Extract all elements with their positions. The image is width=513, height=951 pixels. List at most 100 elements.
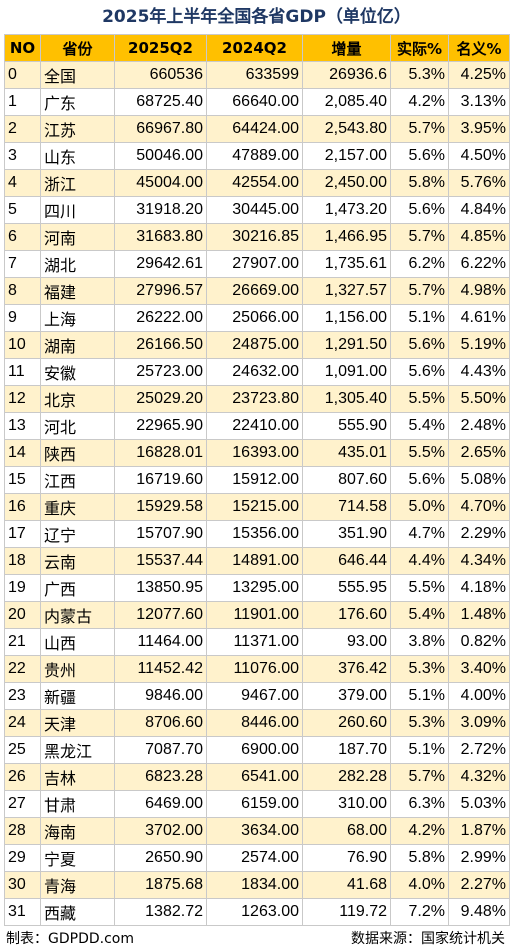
cell-province: 海南 [40,817,115,845]
cell-no: 3 [4,142,41,170]
cell-no: 17 [4,520,41,548]
cell-increase: 1,327.57 [302,277,391,305]
cell-nominal-growth: 4.00% [448,682,510,710]
cell-no: 28 [4,817,41,845]
cell-province: 山西 [40,628,115,656]
cell-province: 辽宁 [40,520,115,548]
cell-2025q2: 31683.80 [114,223,207,251]
cell-no: 31 [4,898,41,926]
cell-nominal-growth: 2.65% [448,439,510,467]
cell-2025q2: 50046.00 [114,142,207,170]
cell-2025q2: 68725.40 [114,88,207,116]
cell-nominal-growth: 5.76% [448,169,510,197]
cell-no: 22 [4,655,41,683]
cell-2024q2: 3634.00 [206,817,303,845]
col-header-province: 省份 [40,34,115,62]
cell-2024q2: 30216.85 [206,223,303,251]
cell-increase: 2,157.00 [302,142,391,170]
cell-province: 福建 [40,277,115,305]
cell-2025q2: 3702.00 [114,817,207,845]
cell-no: 12 [4,385,41,413]
cell-increase: 93.00 [302,628,391,656]
cell-no: 20 [4,601,41,629]
cell-no: 2 [4,115,41,143]
cell-province: 湖南 [40,331,115,359]
cell-increase: 282.28 [302,763,391,791]
cell-real-growth: 5.1% [390,304,449,332]
cell-real-growth: 5.6% [390,466,449,494]
cell-increase: 555.95 [302,574,391,602]
cell-2025q2: 29642.61 [114,250,207,278]
cell-nominal-growth: 0.82% [448,628,510,656]
cell-real-growth: 4.7% [390,520,449,548]
cell-province: 青海 [40,871,115,899]
cell-increase: 119.72 [302,898,391,926]
table-row: 0 全国 660536 633599 26936.6 5.3% 4.25% [4,61,510,89]
cell-province: 甘肃 [40,790,115,818]
table-row: 12 北京 25029.20 23723.80 1,305.40 5.5% 5.50% [4,385,510,413]
cell-2025q2: 26222.00 [114,304,207,332]
cell-no: 18 [4,547,41,575]
cell-2024q2: 64424.00 [206,115,303,143]
cell-nominal-growth: 2.72% [448,736,510,764]
cell-real-growth: 6.3% [390,790,449,818]
cell-2024q2: 16393.00 [206,439,303,467]
table-header-row: NO 省份 2025Q2 2024Q2 增量 实际% 名义% [4,34,510,62]
table-row: 5 四川 31918.20 30445.00 1,473.20 5.6% 4.84% [4,196,510,224]
table-row: 27 甘肃 6469.00 6159.00 310.00 6.3% 5.03% [4,790,510,818]
cell-2025q2: 8706.60 [114,709,207,737]
cell-nominal-growth: 5.03% [448,790,510,818]
cell-no: 23 [4,682,41,710]
cell-province: 天津 [40,709,115,737]
col-header-real-growth: 实际% [390,34,449,62]
cell-increase: 1,305.40 [302,385,391,413]
cell-2025q2: 25723.00 [114,358,207,386]
cell-2024q2: 633599 [206,61,303,89]
cell-2025q2: 26166.50 [114,331,207,359]
cell-2025q2: 15929.58 [114,493,207,521]
cell-no: 24 [4,709,41,737]
cell-2024q2: 6900.00 [206,736,303,764]
cell-no: 29 [4,844,41,872]
cell-no: 15 [4,466,41,494]
cell-real-growth: 5.4% [390,601,449,629]
cell-2025q2: 9846.00 [114,682,207,710]
cell-nominal-growth: 3.09% [448,709,510,737]
cell-province: 河南 [40,223,115,251]
cell-2024q2: 8446.00 [206,709,303,737]
cell-nominal-growth: 3.40% [448,655,510,683]
cell-no: 9 [4,304,41,332]
cell-real-growth: 5.8% [390,844,449,872]
cell-2024q2: 11371.00 [206,628,303,656]
cell-2024q2: 14891.00 [206,547,303,575]
cell-2024q2: 25066.00 [206,304,303,332]
cell-increase: 1,291.50 [302,331,391,359]
cell-2025q2: 11464.00 [114,628,207,656]
cell-2024q2: 1834.00 [206,871,303,899]
cell-real-growth: 5.3% [390,655,449,683]
cell-increase: 187.70 [302,736,391,764]
cell-2024q2: 24632.00 [206,358,303,386]
table-row: 10 湖南 26166.50 24875.00 1,291.50 5.6% 5.19% [4,331,510,359]
cell-no: 30 [4,871,41,899]
cell-province: 吉林 [40,763,115,791]
cell-no: 10 [4,331,41,359]
cell-no: 25 [4,736,41,764]
cell-nominal-growth: 4.98% [448,277,510,305]
cell-2025q2: 45004.00 [114,169,207,197]
cell-no: 5 [4,196,41,224]
cell-no: 7 [4,250,41,278]
table-body: 0 全国 660536 633599 26936.6 5.3% 4.25% 1 广东 68725.… [4,61,510,926]
cell-no: 4 [4,169,41,197]
table-row: 19 广西 13850.95 13295.00 555.95 5.5% 4.18% [4,574,510,602]
cell-province: 西藏 [40,898,115,926]
table-row: 4 浙江 45004.00 42554.00 2,450.00 5.8% 5.76% [4,169,510,197]
table-row: 13 河北 22965.90 22410.00 555.90 5.4% 2.48% [4,412,510,440]
cell-2024q2: 9467.00 [206,682,303,710]
cell-increase: 2,543.80 [302,115,391,143]
table-row: 18 云南 15537.44 14891.00 646.44 4.4% 4.34% [4,547,510,575]
cell-nominal-growth: 5.08% [448,466,510,494]
cell-nominal-growth: 4.43% [448,358,510,386]
cell-nominal-growth: 4.34% [448,547,510,575]
cell-no: 27 [4,790,41,818]
